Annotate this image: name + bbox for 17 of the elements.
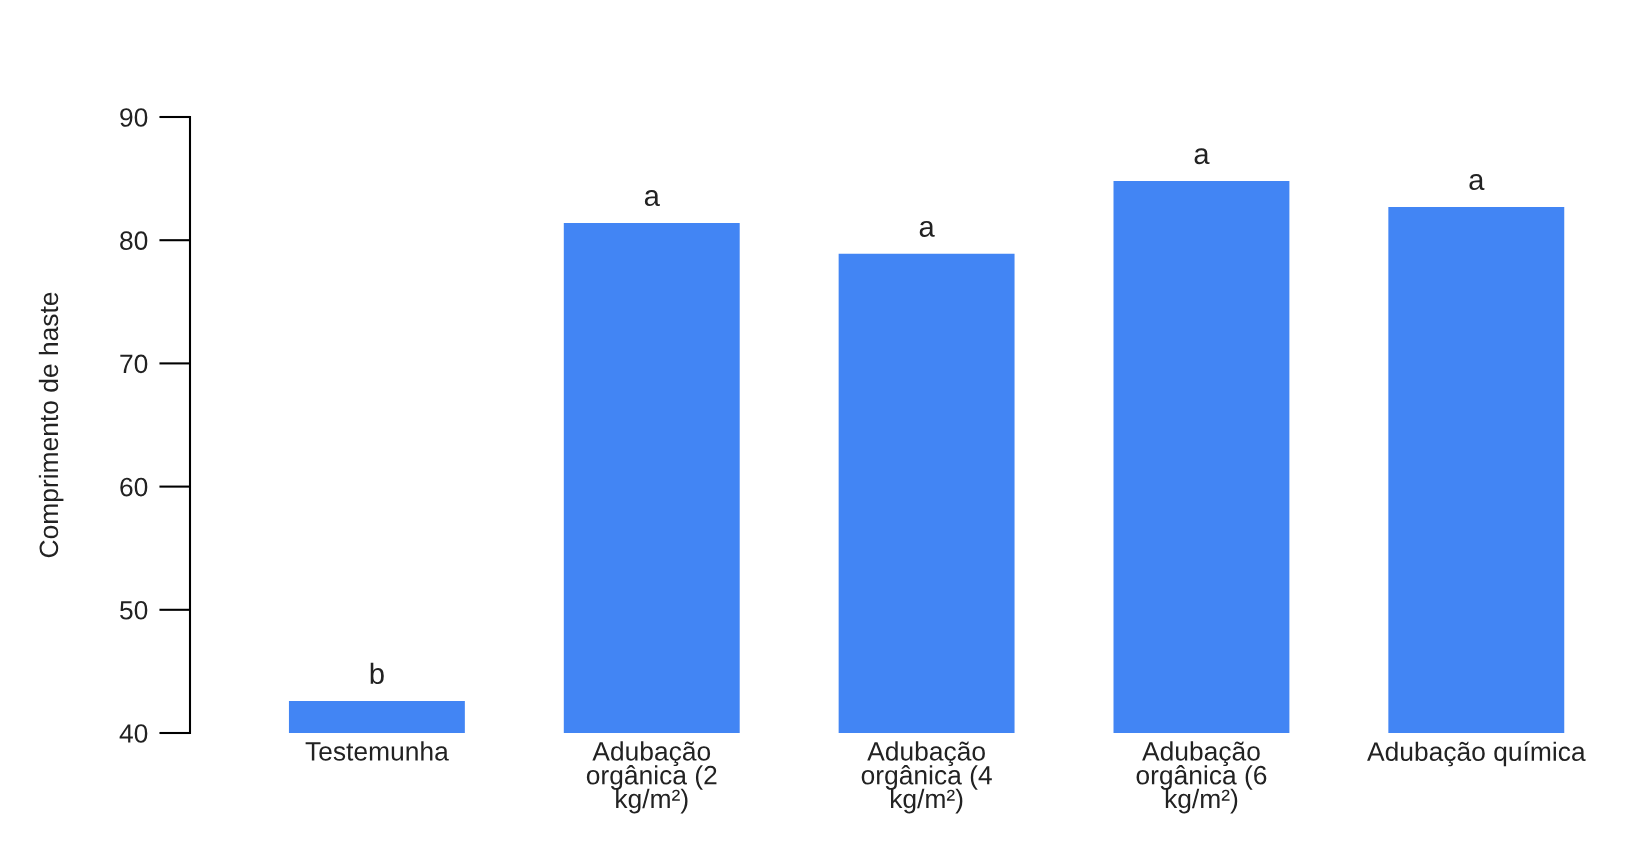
- annotation: a: [644, 190, 660, 207]
- y-axis-title: Comprimento de haste: [38, 292, 64, 558]
- annotation: a: [1469, 174, 1485, 191]
- y-tick-label: 50: [120, 600, 148, 620]
- y-tick-label: 40: [119, 724, 148, 743]
- x-tick-label: Adubação orgânica (4 kg/m²): [861, 741, 992, 814]
- annotation: a: [919, 220, 935, 237]
- annotation: b: [370, 662, 384, 685]
- x-tick-label: Testemunha: [305, 741, 449, 761]
- y-tick-label: 80: [120, 231, 148, 251]
- annotation: a: [1194, 148, 1210, 165]
- x-tick-label: Adubação orgânica (6 kg/m²): [1136, 741, 1267, 814]
- y-tick-label: 90: [120, 108, 148, 127]
- x-tick-label: Adubação orgânica (2 kg/m²): [586, 741, 717, 814]
- y-tick-label: 60: [120, 477, 148, 497]
- x-tick-label: Adubação química: [1367, 741, 1586, 767]
- y-tick-label: 70: [120, 354, 148, 374]
